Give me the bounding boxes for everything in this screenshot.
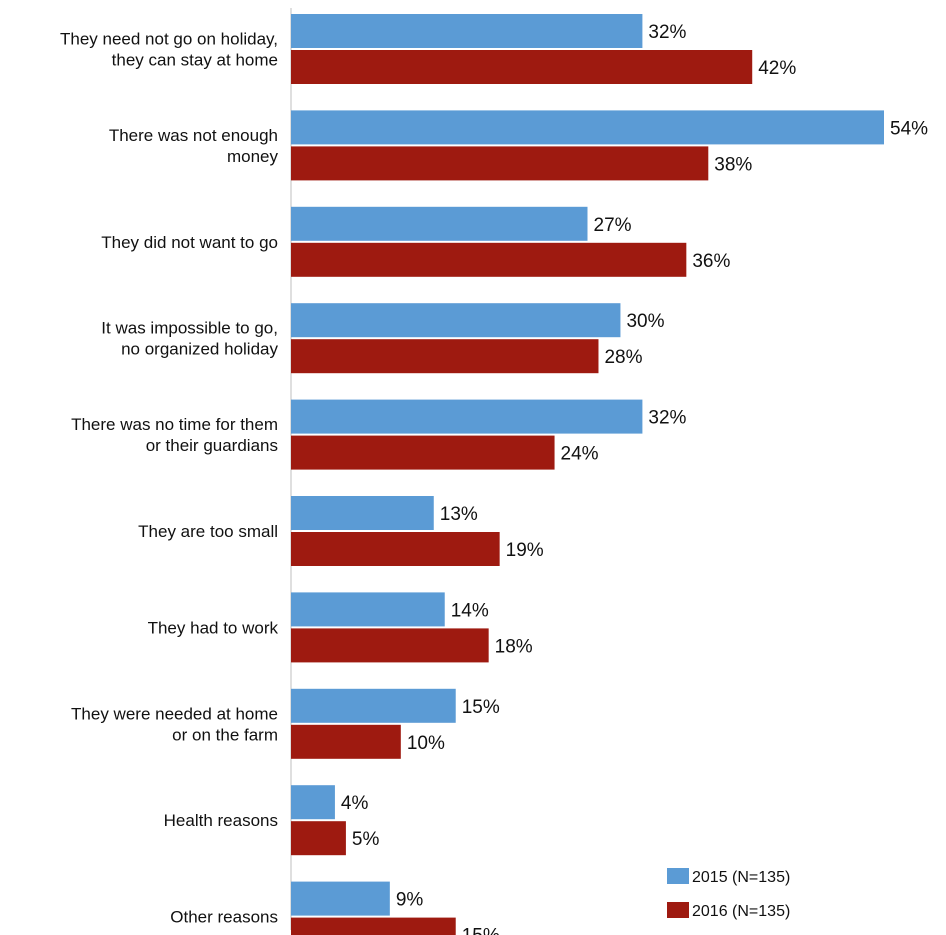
legend-swatch-2015 xyxy=(667,868,689,884)
category-label-line: It was impossible to go, xyxy=(101,319,278,338)
bar-2016-1 xyxy=(291,146,709,181)
legend-label-2015: 2015 (N=135) xyxy=(692,869,790,886)
category-label-line: There was no time for them xyxy=(71,415,278,434)
category-label-2: They did not want to go xyxy=(101,233,278,252)
value-label-2015-8: 4% xyxy=(341,793,369,814)
value-label-2016-6: 18% xyxy=(495,636,533,657)
value-label-2016-2: 36% xyxy=(692,251,730,272)
category-label-line: There was not enough xyxy=(109,126,278,145)
value-label-2016-8: 5% xyxy=(352,829,380,850)
category-label-line: They did not want to go xyxy=(101,233,278,252)
category-label-line: They were needed at home xyxy=(71,704,278,723)
category-label-6: They had to work xyxy=(148,618,279,637)
value-label-2015-1: 54% xyxy=(890,118,928,139)
value-label-2016-3: 28% xyxy=(604,347,642,368)
legend-swatch-2016 xyxy=(667,902,689,918)
category-label-0: They need not go on holiday, they can sta… xyxy=(60,30,278,70)
legend-label-2016: 2016 (N=135) xyxy=(692,903,790,920)
value-label-2016-9: 15% xyxy=(462,926,500,935)
bars-group: 32% 42% They need not go on holiday, they c… xyxy=(60,14,928,935)
bar-2015-7 xyxy=(291,688,456,723)
value-label-2015-5: 13% xyxy=(440,504,478,525)
value-label-2016-1: 38% xyxy=(714,154,752,175)
category-label-line: They had to work xyxy=(148,618,279,637)
category-label-line: no organized holiday xyxy=(121,340,278,359)
value-label-2015-4: 32% xyxy=(648,408,686,429)
legend: 2015 (N=135) 2016 (N=135) xyxy=(667,868,790,920)
category-label-line: they can stay at home xyxy=(112,51,278,70)
value-label-2015-2: 27% xyxy=(594,215,632,236)
bar-2016-5 xyxy=(291,532,500,566)
bar-2015-2 xyxy=(291,206,588,241)
value-label-2016-7: 10% xyxy=(407,733,445,754)
category-label-4: There was no time for them or their guard… xyxy=(71,415,278,455)
bar-2016-6 xyxy=(291,628,489,663)
category-label-line: money xyxy=(227,147,279,166)
bar-2016-3 xyxy=(291,339,599,374)
category-label-1: There was not enough money xyxy=(109,126,279,166)
bar-2015-3 xyxy=(291,303,621,338)
value-label-2016-5: 19% xyxy=(506,540,544,561)
category-label-5: They are too small xyxy=(138,522,278,541)
category-label-line: or on the farm xyxy=(172,725,278,744)
category-label-9: Other reasons xyxy=(170,908,278,927)
bar-2016-0 xyxy=(291,50,753,84)
bar-2015-6 xyxy=(291,592,445,627)
bar-2016-7 xyxy=(291,724,401,759)
category-label-line: Health reasons xyxy=(164,811,278,830)
bar-2015-0 xyxy=(291,14,643,48)
value-label-2015-3: 30% xyxy=(626,311,664,332)
category-label-line: They need not go on holiday, xyxy=(60,30,278,49)
bar-2016-2 xyxy=(291,242,687,277)
bar-2015-1 xyxy=(291,110,884,145)
category-label-8: Health reasons xyxy=(164,811,278,830)
value-label-2016-4: 24% xyxy=(561,444,599,465)
category-label-line: They are too small xyxy=(138,522,278,541)
value-label-2016-0: 42% xyxy=(758,58,796,79)
value-label-2015-6: 14% xyxy=(451,600,489,621)
category-label-line: or their guardians xyxy=(146,436,278,455)
bar-2016-4 xyxy=(291,435,555,470)
category-label-7: They were needed at home or on the farm xyxy=(71,704,278,744)
bar-2015-9 xyxy=(291,881,390,916)
value-label-2015-7: 15% xyxy=(462,697,500,718)
bar-2016-8 xyxy=(291,821,346,856)
bar-2015-4 xyxy=(291,399,643,434)
value-label-2015-9: 9% xyxy=(396,890,424,911)
category-label-line: Other reasons xyxy=(170,908,278,927)
bar-2015-5 xyxy=(291,496,434,530)
category-label-3: It was impossible to go, no organized hol… xyxy=(101,319,278,359)
bar-2016-9 xyxy=(291,917,456,935)
bar-2015-8 xyxy=(291,785,335,820)
value-label-2015-0: 32% xyxy=(648,22,686,43)
